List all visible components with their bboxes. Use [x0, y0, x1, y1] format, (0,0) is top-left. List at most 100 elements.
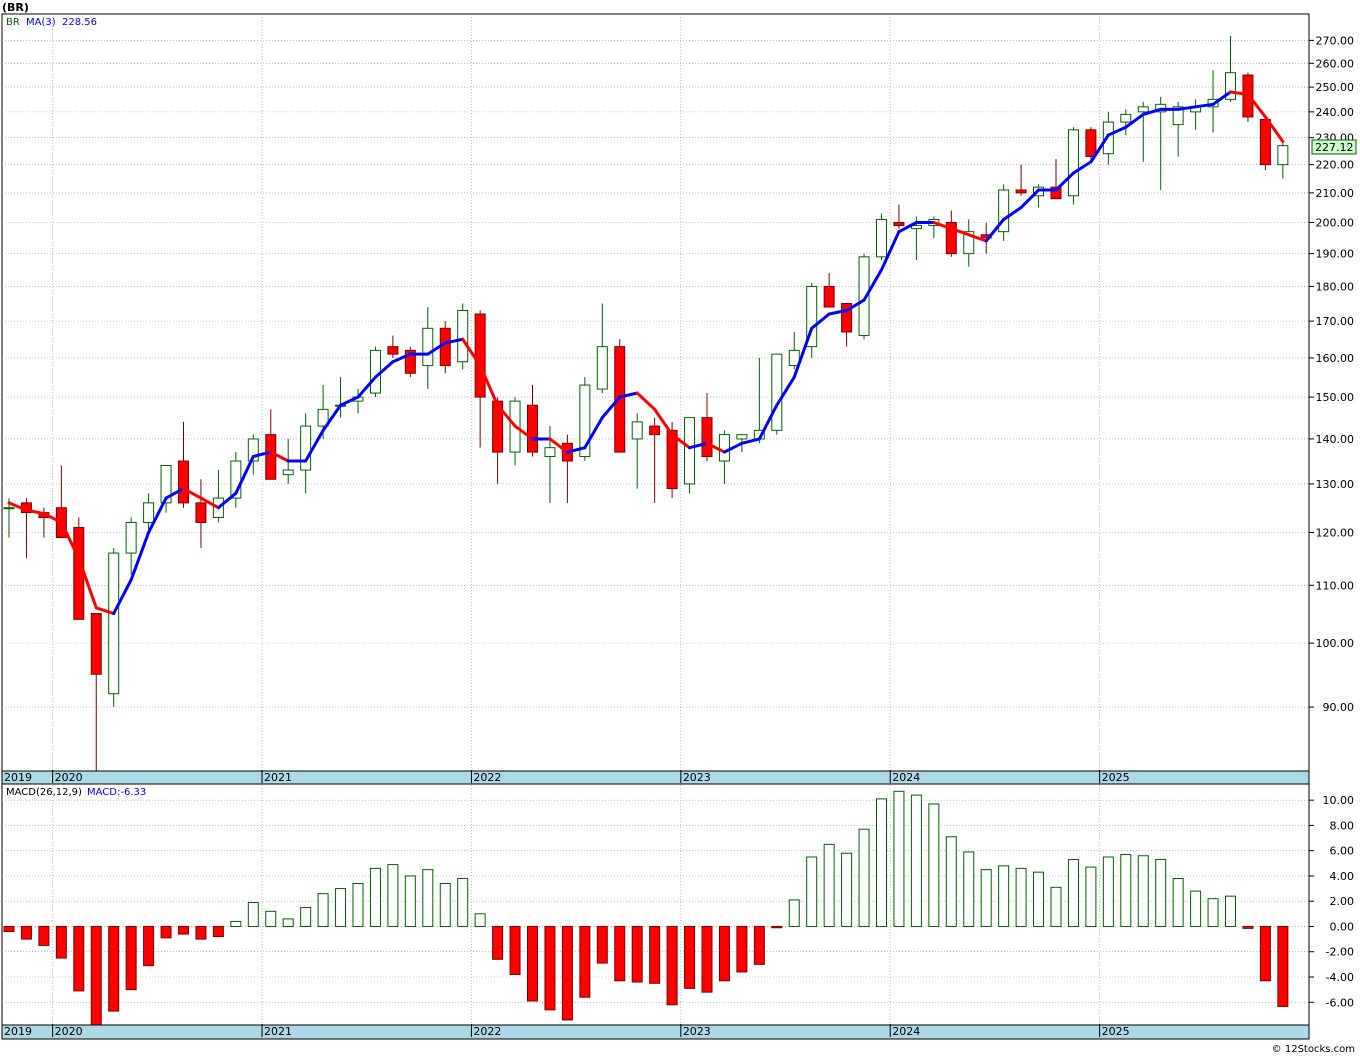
chart-title: (BR): [2, 1, 29, 14]
y-axis-tick-label: -2.00: [1326, 946, 1354, 959]
candle-body: [1015, 189, 1027, 194]
macd-bar: [736, 925, 748, 973]
macd-bar: [125, 925, 137, 991]
macd-bar: [1102, 856, 1114, 927]
candle-body: [910, 225, 922, 230]
macd-bar: [317, 893, 329, 927]
moving-average-segment: [548, 437, 569, 454]
macd-bar: [893, 790, 905, 927]
moving-average-segment: [1089, 133, 1110, 164]
macd-bar: [1033, 871, 1045, 927]
y-axis-tick-label: -6.00: [1326, 996, 1354, 1009]
candle-body: [1277, 145, 1289, 166]
moving-average-segment: [1246, 92, 1267, 119]
candle-body: [73, 526, 85, 620]
macd-bar: [178, 925, 189, 935]
moving-average-segment: [670, 433, 692, 450]
candle-body: [125, 521, 137, 554]
macd-bar: [352, 883, 364, 927]
candle-body: [317, 408, 329, 427]
y-axis-tick-label: 120.00: [1316, 526, 1355, 539]
candle-body: [282, 469, 294, 476]
candle-body: [247, 438, 259, 462]
moving-average-segment: [1124, 112, 1145, 129]
moving-average-segment: [967, 233, 988, 243]
macd-bar: [1190, 890, 1202, 927]
moving-average-segment: [722, 441, 744, 454]
moving-average-segment: [59, 520, 81, 560]
moving-average-segment: [234, 455, 255, 495]
macd-bar: [387, 864, 399, 927]
moving-average-segment: [1002, 206, 1023, 221]
moving-average-segment: [7, 501, 28, 512]
macd-bar: [806, 856, 818, 927]
macd-bar: [980, 869, 992, 927]
candle-body: [1225, 72, 1236, 100]
moving-average-segment: [129, 530, 151, 582]
candle-body: [1102, 121, 1114, 155]
moving-average-segment: [600, 395, 622, 420]
macd-bar: [1120, 853, 1132, 927]
macd-bar: [910, 794, 922, 927]
candle-body: [876, 218, 887, 258]
moving-average-segment: [513, 424, 534, 441]
y-axis-tick-label: 220.00: [1316, 159, 1355, 172]
candle-body: [684, 417, 696, 485]
macd-bar: [1085, 866, 1097, 927]
macd-bar: [631, 925, 643, 983]
candle-body: [369, 349, 381, 394]
moving-average-segment: [705, 441, 726, 454]
price-legend-ma: MA(3): [26, 17, 56, 28]
moving-average-segment: [1071, 160, 1093, 175]
candle-body: [806, 285, 818, 348]
candle-body: [143, 502, 155, 523]
moving-average-segment: [740, 437, 761, 445]
macd-bar: [649, 925, 661, 984]
moving-average-segment: [496, 403, 517, 428]
candle-body: [1120, 113, 1132, 123]
macd-bar: [404, 875, 416, 927]
moving-average-segment: [897, 221, 918, 234]
candle-body: [736, 434, 748, 440]
candle-body: [649, 425, 661, 436]
moving-average-segment: [1019, 188, 1041, 210]
candle-body: [718, 434, 730, 462]
macd-bars: [3, 790, 1289, 1027]
y-axis-tick-label: 180.00: [1316, 280, 1355, 293]
moving-average-segment: [216, 491, 238, 510]
moving-average-segment: [461, 337, 482, 368]
macd-bar: [265, 910, 277, 927]
macd-timeline-band: [1, 1024, 1310, 1040]
candle-body: [823, 285, 835, 308]
macd-bar: [282, 918, 294, 927]
macd-bar: [876, 798, 887, 927]
candle-body: [265, 434, 277, 480]
candle-body: [788, 349, 800, 367]
macd-bar: [614, 925, 626, 982]
y-axis-tick-label: 170.00: [1316, 315, 1355, 328]
candle-body: [579, 384, 591, 458]
candle-body: [841, 303, 853, 333]
macd-bar: [823, 843, 835, 927]
candle-body: [492, 400, 504, 453]
moving-average-segment: [269, 450, 290, 463]
macd-bar: [596, 925, 608, 964]
price-panel: 90.00 100.00 110.00 120.00 130.00 140.00 150.0…: [1, 13, 1357, 773]
candle-body: [1137, 106, 1149, 113]
timeline-year-label: 2025: [1102, 1025, 1130, 1038]
timeline-year-label: 2020: [55, 771, 83, 784]
moving-average-segment: [373, 360, 395, 379]
moving-average-segment: [1194, 102, 1215, 109]
moving-average-segment: [1211, 90, 1232, 106]
timeline-year-label: 2025: [1102, 771, 1130, 784]
price-candles: [3, 35, 1289, 771]
macd-bar: [684, 925, 696, 989]
macd-legend-value: MACD:-6.33: [87, 787, 146, 798]
moving-average-segment: [391, 352, 412, 364]
candle-body: [945, 222, 957, 255]
candle-body: [858, 256, 870, 337]
moving-average-segment: [147, 496, 168, 534]
macd-bar: [195, 925, 207, 940]
macd-bar: [143, 925, 155, 967]
y-axis-tick-label: 250.00: [1316, 81, 1355, 94]
